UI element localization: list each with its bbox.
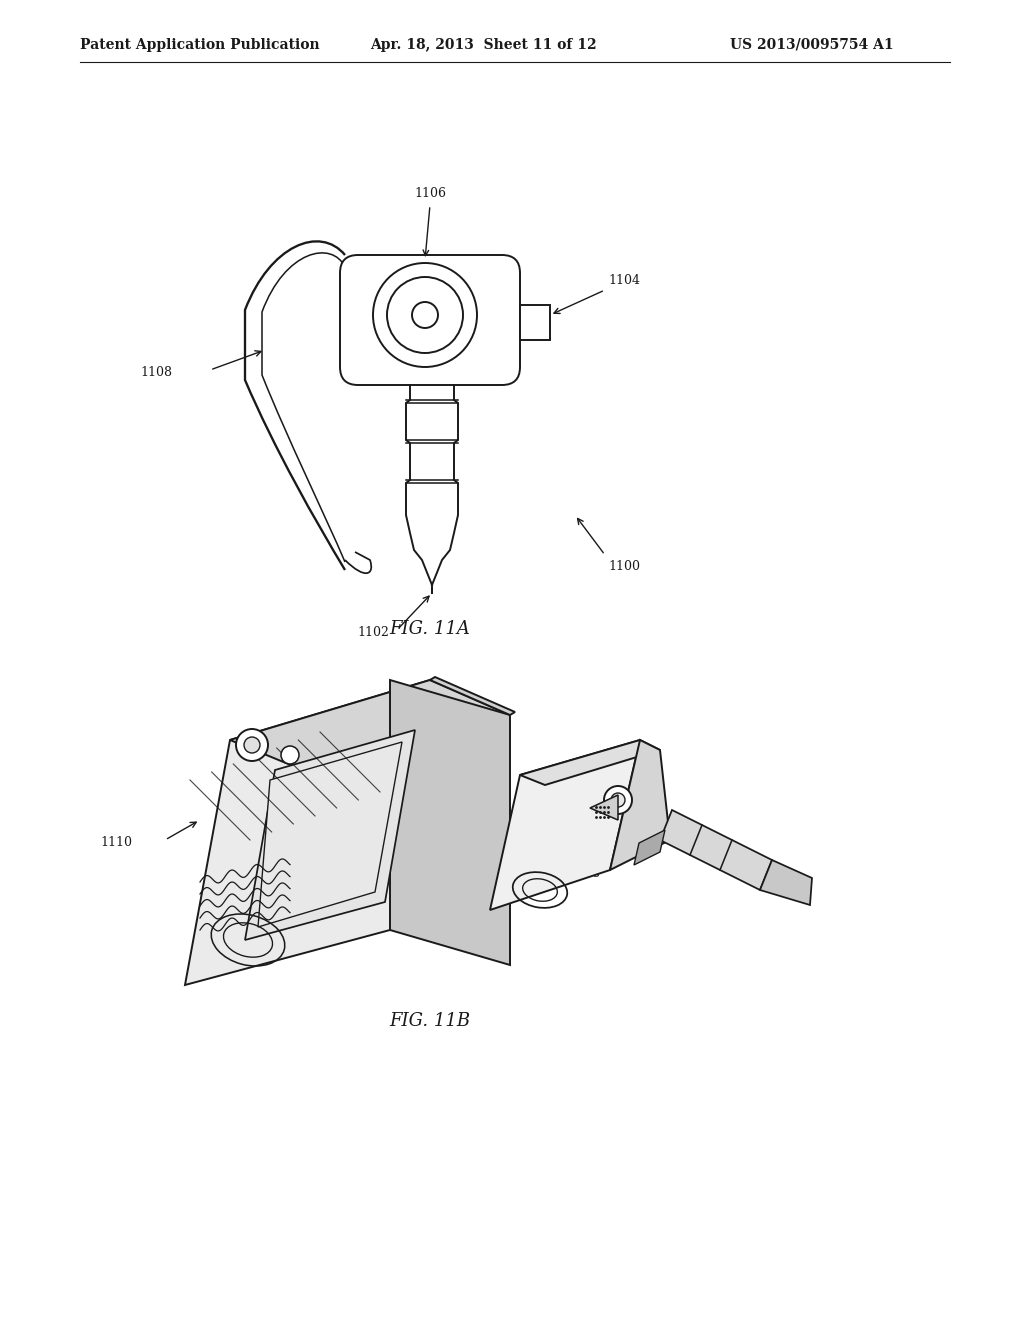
Polygon shape: [258, 742, 402, 927]
Text: Patent Application Publication: Patent Application Publication: [80, 38, 319, 51]
FancyBboxPatch shape: [340, 255, 520, 385]
Circle shape: [611, 793, 625, 807]
Circle shape: [412, 302, 438, 327]
Polygon shape: [230, 680, 510, 775]
Circle shape: [236, 729, 268, 762]
Circle shape: [604, 785, 632, 814]
Circle shape: [244, 737, 260, 752]
Text: FIG. 11A: FIG. 11A: [389, 620, 470, 638]
Text: 1108: 1108: [140, 366, 172, 379]
Polygon shape: [520, 741, 660, 785]
Text: US 2013/0095754 A1: US 2013/0095754 A1: [730, 38, 894, 51]
Text: Apr. 18, 2013  Sheet 11 of 12: Apr. 18, 2013 Sheet 11 of 12: [370, 38, 597, 51]
Polygon shape: [430, 677, 515, 715]
Text: 1104: 1104: [608, 275, 640, 286]
Polygon shape: [245, 730, 415, 940]
Circle shape: [387, 277, 463, 352]
Polygon shape: [490, 741, 640, 909]
Polygon shape: [185, 680, 430, 985]
Text: 1108: 1108: [568, 867, 600, 880]
Text: 1110: 1110: [100, 836, 132, 849]
Text: 1100: 1100: [608, 560, 640, 573]
Text: 1106: 1106: [414, 187, 446, 201]
Polygon shape: [520, 305, 550, 341]
Polygon shape: [660, 810, 772, 890]
Circle shape: [281, 746, 299, 764]
Text: 1102: 1102: [357, 627, 389, 639]
Polygon shape: [634, 830, 665, 865]
Polygon shape: [760, 861, 812, 906]
Polygon shape: [590, 795, 618, 820]
Polygon shape: [390, 680, 510, 965]
Text: FIG. 11B: FIG. 11B: [389, 1012, 471, 1030]
Polygon shape: [610, 741, 670, 870]
Circle shape: [373, 263, 477, 367]
